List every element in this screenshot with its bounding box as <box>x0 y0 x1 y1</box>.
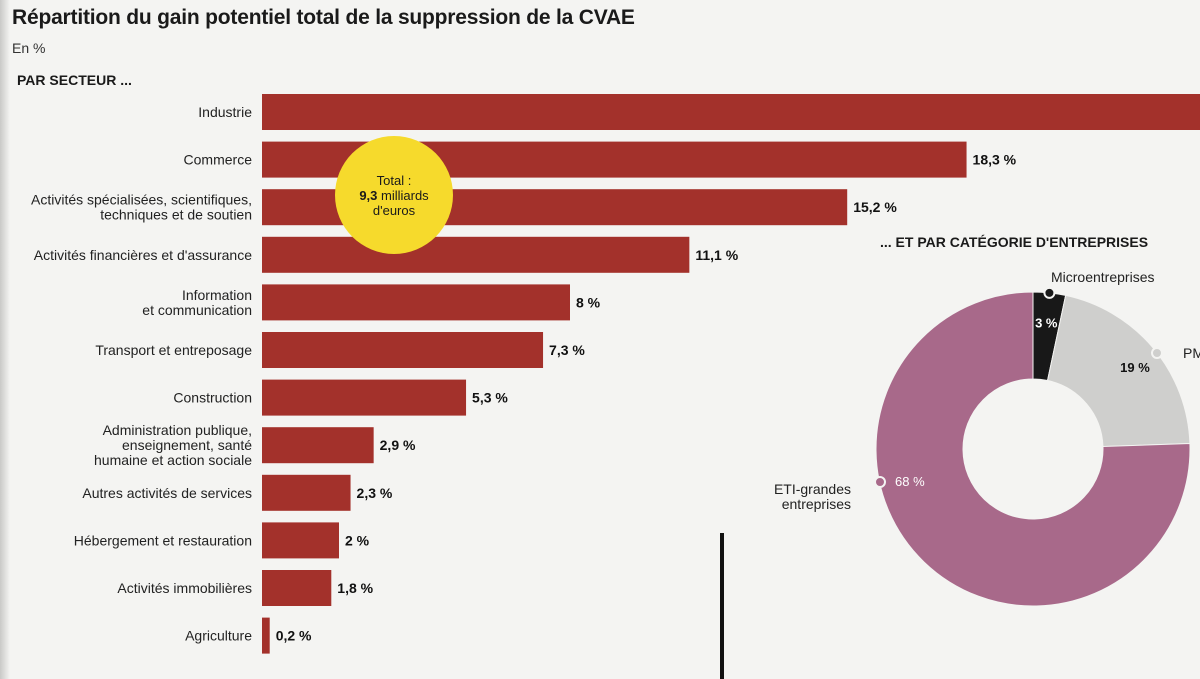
slice-name-label-line: ETI-grandes <box>774 481 851 497</box>
slice-marker <box>874 476 886 488</box>
slice-value-label: 3 % <box>1035 316 1058 331</box>
category-label-line: humaine et action sociale <box>94 452 252 468</box>
slice-marker <box>1043 286 1056 299</box>
bar-row: Transport et entreposage 7,3 % <box>95 332 585 368</box>
category-label: Agriculture <box>185 628 252 644</box>
total-unit-line2: d'euros <box>372 202 416 218</box>
bar-row: Hébergement et restauration 2 % <box>74 522 370 559</box>
category-label: Autres activités de services <box>82 485 252 501</box>
slice-value-label: 19 % <box>1120 360 1150 375</box>
bar <box>262 379 467 416</box>
category-label-line: et communication <box>142 302 252 318</box>
slice-name-label: PM <box>1183 345 1200 361</box>
bar-row: Agriculture 0,2 % <box>185 617 312 654</box>
donut-slice <box>875 291 1191 607</box>
category-label-line: Industrie <box>198 104 252 120</box>
bar <box>262 236 690 273</box>
value-label: 5,3 % <box>472 390 508 406</box>
bar <box>262 522 339 559</box>
value-label: 0,2 % <box>276 628 312 644</box>
category-label: Activités immobilières <box>117 580 252 596</box>
bar <box>262 94 1200 130</box>
category-label: Transport et entreposage <box>95 342 252 358</box>
slice-value-label: 68 % <box>895 474 925 489</box>
value-label: 1,8 % <box>337 580 373 596</box>
slice-name-label-line: entreprises <box>782 496 851 512</box>
value-label: 2 % <box>345 532 370 548</box>
total-callout: Total : 9,3 milliards d'euros <box>335 136 453 254</box>
category-label: Construction <box>173 390 252 406</box>
total-label: Total : <box>376 172 412 188</box>
slice-marker <box>1151 347 1163 359</box>
value-label: 2,3 % <box>357 485 393 501</box>
value-label: 8 % <box>576 294 601 310</box>
total-unit: milliards <box>381 187 429 203</box>
bar <box>262 284 570 321</box>
bar <box>262 474 351 511</box>
category-label: Activités financières et d'assurance <box>34 247 252 263</box>
category-label-line: Construction <box>173 390 252 406</box>
category-label: Hébergement et restauration <box>74 532 252 548</box>
bar <box>262 617 270 654</box>
category-label: Industrie <box>198 104 252 120</box>
value-label: 2,9 % <box>380 437 416 453</box>
slice-name-label: ETI-grandes entreprises <box>774 481 851 512</box>
bar <box>262 570 332 606</box>
category-label-line: Activités immobilières <box>117 580 252 596</box>
category-label-line: Commerce <box>184 152 253 168</box>
category-label-line: Information <box>182 287 252 303</box>
category-label-line: Activités financières et d'assurance <box>34 247 252 263</box>
category-label-line: enseignement, santé <box>122 437 252 453</box>
slice-name-label: Microentreprises <box>1051 269 1154 285</box>
category-label-line: Agriculture <box>185 628 252 644</box>
left-edge-shadow <box>0 0 10 679</box>
bar-row: Construction 5,3 % <box>173 379 508 416</box>
bar-row: Activités immobilières 1,8 % <box>117 570 374 606</box>
chart-title: Répartition du gain potentiel total de l… <box>12 6 635 29</box>
value-label: 7,3 % <box>549 342 585 358</box>
category-label-line: techniques et de soutien <box>100 207 252 223</box>
category-label: Activités spécialisées, scientifiques, te… <box>31 192 252 223</box>
category-label: Information et communication <box>142 287 252 318</box>
category-label-line: Transport et entreposage <box>95 342 252 358</box>
category-label-line: Administration publique, <box>103 422 252 438</box>
donut-slice <box>1046 294 1191 448</box>
value-label: 15,2 % <box>853 199 897 215</box>
category-label-line: Hébergement et restauration <box>74 532 252 548</box>
bar <box>262 427 374 464</box>
total-value: 9,3 <box>359 187 378 203</box>
bar-row: Autres activités de services 2,3 % <box>82 474 393 511</box>
bar-row: Industrie25, <box>198 94 1200 130</box>
value-label: 11,1 % <box>695 247 738 263</box>
value-label: 18,3 % <box>973 152 1017 168</box>
category-label-line: Activités spécialisées, scientifiques, <box>31 192 252 208</box>
bar <box>262 332 544 368</box>
category-label: Administration publique, enseignement, sa… <box>94 422 252 468</box>
sector-section-heading: PAR SECTEUR ... <box>17 72 132 88</box>
unit-label: En % <box>12 40 46 56</box>
category-label: Commerce <box>184 152 253 168</box>
bar-row: Administration publique, enseignement, sa… <box>94 422 416 468</box>
bar-row: Information et communication 8 % <box>142 284 601 321</box>
bar-row: Activités financières et d'assurance 11,1… <box>34 236 739 273</box>
category-label-line: Autres activités de services <box>82 485 252 501</box>
divider-line <box>720 533 724 679</box>
category-section-heading: ... ET PAR CATÉGORIE D'ENTREPRISES <box>880 234 1149 250</box>
